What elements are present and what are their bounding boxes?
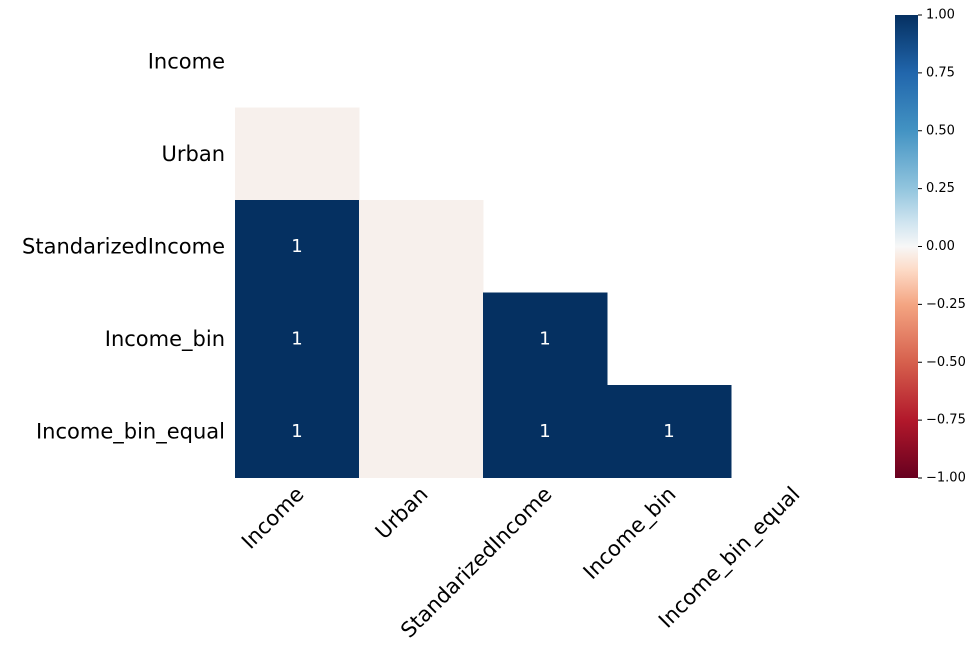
colorbar-tick-label: 0.00 bbox=[926, 239, 955, 254]
cell-annotation: 1 bbox=[291, 328, 302, 349]
colorbar-tick-label: 0.50 bbox=[926, 123, 955, 138]
x-tick-label: Income bbox=[237, 482, 309, 554]
y-tick-label: Income_bin bbox=[105, 327, 225, 352]
colorbar-tick-label: −0.75 bbox=[926, 413, 966, 428]
heatmap-cell-standarizedincome-urban bbox=[359, 200, 484, 293]
colorbar-tick-label: −1.00 bbox=[926, 471, 966, 486]
cell-annotation: 1 bbox=[291, 236, 302, 257]
colorbar-tick-label: 0.75 bbox=[926, 65, 955, 80]
heatmap-cell-income-bin-equal-income-bin bbox=[607, 385, 732, 478]
heatmap-cell-standarizedincome-income bbox=[235, 200, 360, 293]
heatmap-cell-urban-income bbox=[235, 107, 360, 201]
y-tick-labels: Income Urban StandarizedIncome Income_bin In… bbox=[22, 49, 225, 444]
heatmap-cell-income-bin-urban bbox=[359, 292, 484, 386]
colorbar: 1.00 0.75 0.50 0.25 0.00 −0.25 −0.50 −0.75 −1.00 bbox=[895, 8, 966, 486]
heatmap-cell-income-bin-income bbox=[235, 292, 360, 386]
heatmap-cell-income-bin-equal-urban bbox=[359, 385, 484, 478]
y-tick-label: Income_bin_equal bbox=[36, 419, 225, 444]
heatmap-cell-income-bin-equal-income bbox=[235, 385, 360, 478]
colorbar-ticks: 1.00 0.75 0.50 0.25 0.00 −0.25 −0.50 −0.75 −1.00 bbox=[918, 8, 966, 486]
y-tick-label: StandarizedIncome bbox=[22, 234, 225, 258]
cell-annotations: 1 1 1 1 1 1 bbox=[291, 236, 674, 442]
colorbar-tick-label: −0.50 bbox=[926, 355, 966, 370]
cell-annotation: 1 bbox=[539, 328, 550, 349]
cell-annotation: 1 bbox=[291, 421, 302, 442]
y-tick-label: Income bbox=[148, 49, 225, 73]
cell-annotation: 1 bbox=[539, 421, 550, 442]
x-tick-label: Income_bin bbox=[579, 482, 682, 585]
cell-annotation: 1 bbox=[663, 421, 674, 442]
colorbar-tick-label: 0.25 bbox=[926, 181, 955, 196]
colorbar-gradient bbox=[895, 15, 918, 478]
heatmap-cell-income-bin-equal-standarizedincome bbox=[483, 385, 608, 478]
colorbar-tick-label: 1.00 bbox=[926, 8, 955, 23]
x-tick-label: Income_bin_equal bbox=[654, 482, 805, 633]
colorbar-tick-label: −0.25 bbox=[926, 297, 966, 312]
heatmap-cell-income-bin-standarizedincome bbox=[483, 292, 608, 386]
x-tick-label: Urban bbox=[371, 482, 433, 544]
heatmap-cells bbox=[235, 107, 732, 478]
y-tick-label: Urban bbox=[161, 142, 225, 166]
